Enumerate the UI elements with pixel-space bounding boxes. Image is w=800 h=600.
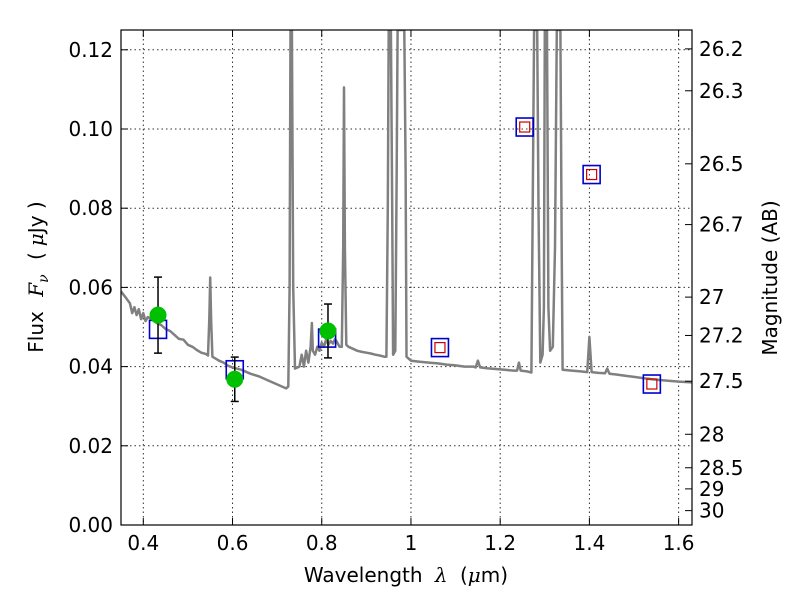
y2-tick-label: 27.5 — [699, 369, 744, 393]
spectrum-line — [121, 30, 692, 390]
x-tick-label: 1.6 — [663, 531, 695, 555]
plot-area — [121, 30, 692, 403]
x-tick-label: 0.8 — [306, 531, 338, 555]
axis-ticks: 0.4 0.6 0.8 1 1.2 1.4 1.6 0.00 0.02 0.04 0.06 0.08 0… — [68, 30, 744, 555]
y2-tick-label: 28 — [699, 422, 724, 446]
y2-tick-label: 26.2 — [699, 37, 744, 61]
observed-point — [319, 322, 337, 340]
model-flux-marker — [430, 337, 450, 358]
x-tick-label: 1 — [405, 531, 418, 555]
y2-tick-label: 26.7 — [699, 213, 744, 237]
x-tick-label: 1.4 — [573, 531, 605, 555]
upper-limit-marker — [434, 341, 446, 354]
y2-tick-label: 28.5 — [699, 456, 744, 480]
x-tick-label: 0.6 — [217, 531, 249, 555]
y2-tick-label: 26.3 — [699, 79, 744, 103]
y2-tick-label: 27.2 — [699, 323, 744, 347]
upper-limit-marker — [646, 378, 658, 390]
y2-axis-title: Magnitude (AB) — [758, 200, 782, 355]
x-tick-label: 0.4 — [127, 531, 159, 555]
observed-point — [226, 370, 244, 388]
x-tick-label: 1.2 — [484, 531, 516, 555]
x-axis-title: Wavelength λ (μm) — [304, 563, 508, 587]
y-tick-label: 0.12 — [68, 38, 113, 62]
y-tick-label: 0.06 — [68, 275, 113, 299]
grid-lines — [121, 30, 692, 526]
y2-tick-label: 27 — [699, 285, 724, 309]
observed-point — [149, 306, 167, 324]
upper-limit-marker — [519, 121, 531, 133]
y-tick-label: 0.08 — [68, 196, 113, 220]
y-tick-label: 0.00 — [68, 513, 113, 537]
y2-tick-label: 29 — [699, 477, 724, 501]
y-tick-label: 0.10 — [68, 117, 113, 141]
y-axis-title: Flux Fν (μJy ) — [24, 201, 53, 352]
y2-tick-label: 26.5 — [699, 152, 744, 176]
axes-frame — [120, 29, 693, 526]
y-tick-label: 0.04 — [68, 355, 113, 379]
upper-limit-marker — [586, 168, 598, 181]
model-flux-marker — [515, 117, 535, 137]
y2-tick-label: 30 — [699, 499, 724, 523]
y-tick-label: 0.02 — [68, 434, 113, 458]
model-flux-marker — [582, 164, 601, 185]
model-flux-marker — [642, 374, 662, 394]
